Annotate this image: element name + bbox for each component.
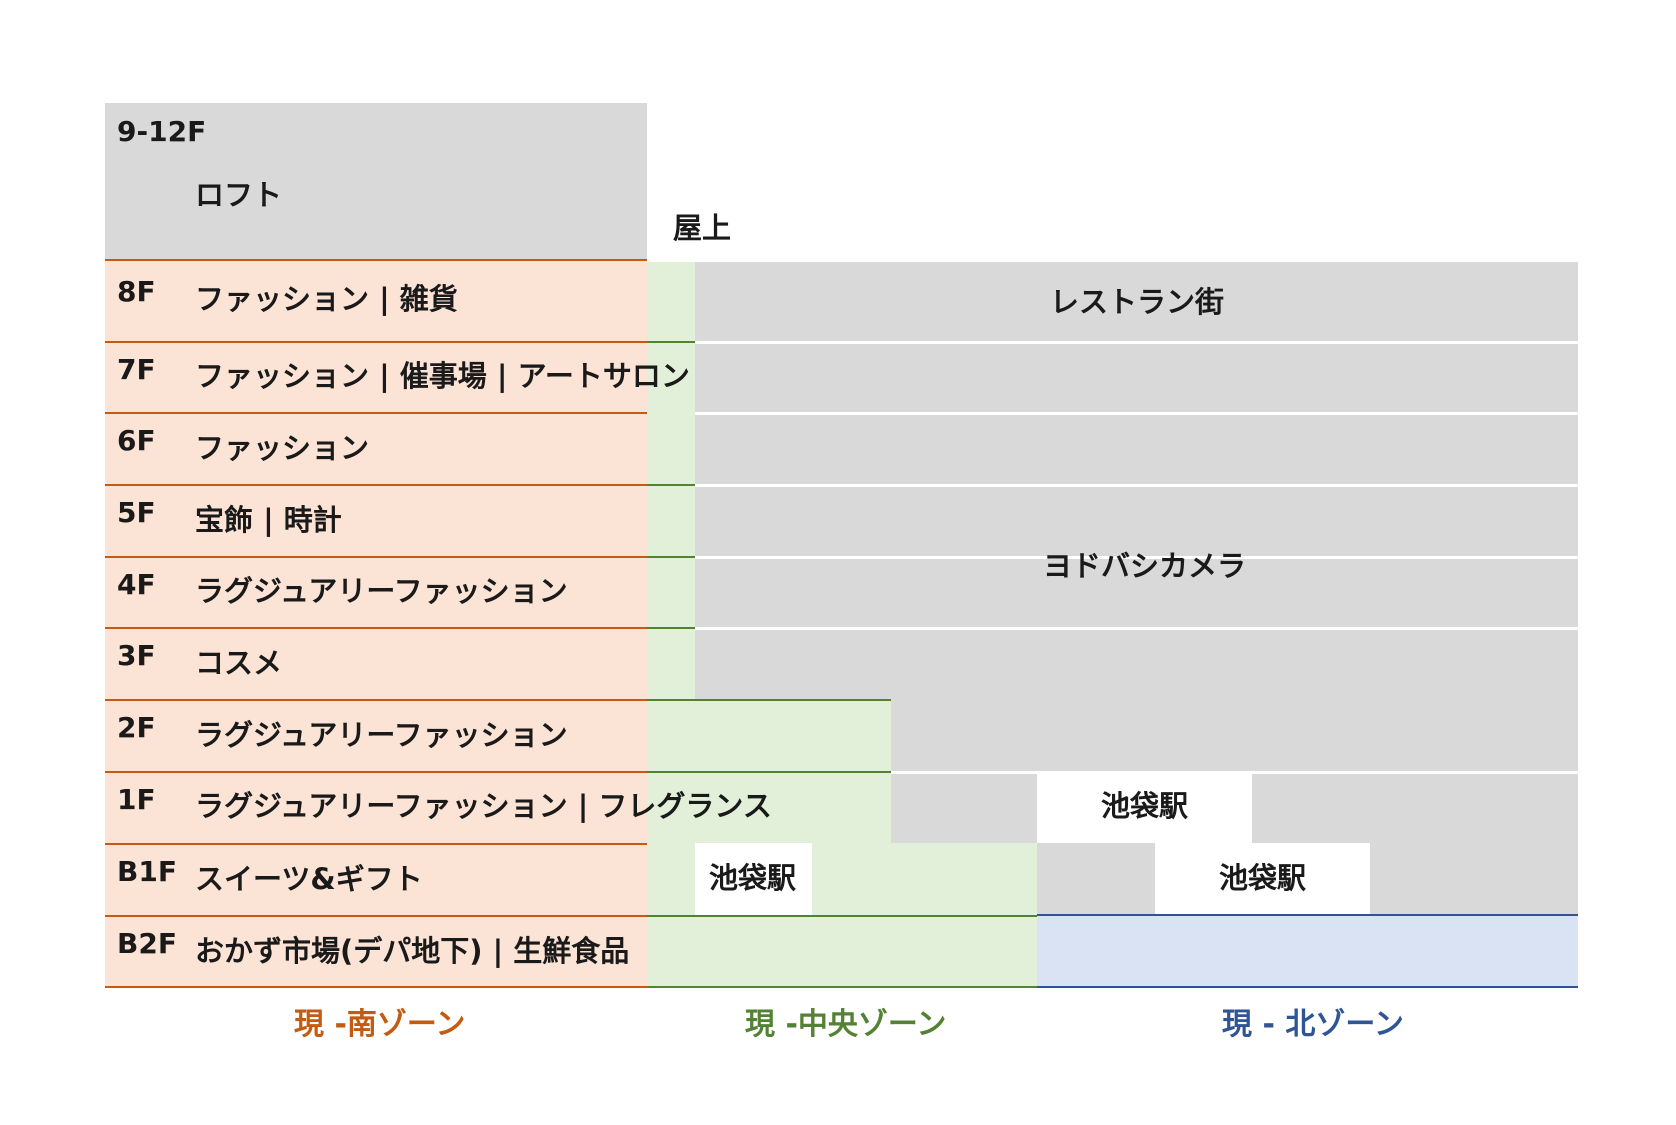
- floor-number: 2F: [117, 711, 156, 744]
- central-line: [647, 771, 891, 773]
- station-box-1f: [1037, 771, 1252, 843]
- central-line: [647, 627, 695, 629]
- station-label: 池袋駅: [709, 861, 797, 895]
- floor-number: 1F: [117, 783, 156, 816]
- floor-label: 宝飾 | 時計: [195, 503, 342, 537]
- floor-label: ファッション | 雑貨: [195, 282, 458, 316]
- floor-line: [105, 915, 647, 917]
- rooftop-label: 屋上: [673, 211, 732, 245]
- floor-line: [105, 412, 647, 414]
- floor-label: ロフト: [195, 178, 283, 212]
- yodobashi-label: ヨドバシカメラ: [1043, 549, 1247, 583]
- floor-label: おかず市場(デパ地下) | 生鮮食品: [195, 934, 630, 968]
- floor-line: [105, 259, 647, 261]
- zone-label-central: 現 -中央ゾーン: [745, 1007, 947, 1042]
- floor-label: ラグジュアリーファッション: [195, 574, 568, 608]
- central-line: [647, 699, 891, 701]
- station-label: 池袋駅: [1101, 789, 1189, 823]
- gray-divider: [695, 556, 1578, 559]
- floor-number: 8F: [117, 275, 156, 308]
- floor-line: [105, 627, 647, 629]
- floor-label: ラグジュアリーファッション | フレグランス: [195, 789, 772, 823]
- floor-label: ラグジュアリーファッション: [195, 718, 568, 752]
- floor-line: [105, 484, 647, 486]
- restaurant-label: レストラン街: [1050, 285, 1225, 319]
- gray-divider: [695, 412, 1578, 415]
- floor-line: [105, 986, 647, 988]
- floor-line: [105, 341, 647, 343]
- floor-number: 9-12F: [117, 115, 207, 148]
- floor-label: ファッション: [195, 431, 370, 465]
- floor-line: [105, 771, 647, 773]
- gray-divider: [695, 627, 1578, 630]
- floor-line: [105, 843, 647, 845]
- central-line: [647, 915, 1037, 917]
- loft-block: [105, 103, 647, 260]
- floor-line: [105, 556, 647, 558]
- central-line: [647, 484, 695, 486]
- station-box-b1f-central: [695, 843, 812, 915]
- station-label: 池袋駅: [1219, 861, 1307, 895]
- floor-number: 5F: [117, 496, 156, 529]
- zone-label-south: 現 -南ゾーン: [294, 1007, 466, 1042]
- north-line: [1037, 914, 1578, 916]
- floor-label: コスメ: [195, 646, 283, 680]
- gray-divider: [695, 341, 1578, 344]
- gray-divider: [695, 484, 1578, 487]
- floor-number: 3F: [117, 639, 156, 672]
- zone-label-north: 現 - 北ゾーン: [1222, 1007, 1404, 1042]
- floor-label: スイーツ&ギフト: [195, 862, 423, 896]
- station-box-b1f-north: [1155, 843, 1370, 915]
- floor-number: 6F: [117, 424, 156, 457]
- floor-label: ファッション | 催事場 | アートサロン: [195, 359, 690, 393]
- north-line: [1037, 986, 1578, 988]
- restaurant-block: [695, 262, 1578, 701]
- floor-number: 4F: [117, 568, 156, 601]
- floor-number: B2F: [117, 927, 177, 960]
- south-zone-block: [105, 260, 647, 987]
- north-zone-block: [1037, 915, 1578, 987]
- floor-number: B1F: [117, 855, 177, 888]
- central-line: [647, 986, 1037, 988]
- floor-line: [105, 699, 647, 701]
- central-line: [647, 341, 695, 343]
- floor-number: 7F: [117, 353, 156, 386]
- central-line: [647, 556, 695, 558]
- central-strip: [647, 262, 695, 701]
